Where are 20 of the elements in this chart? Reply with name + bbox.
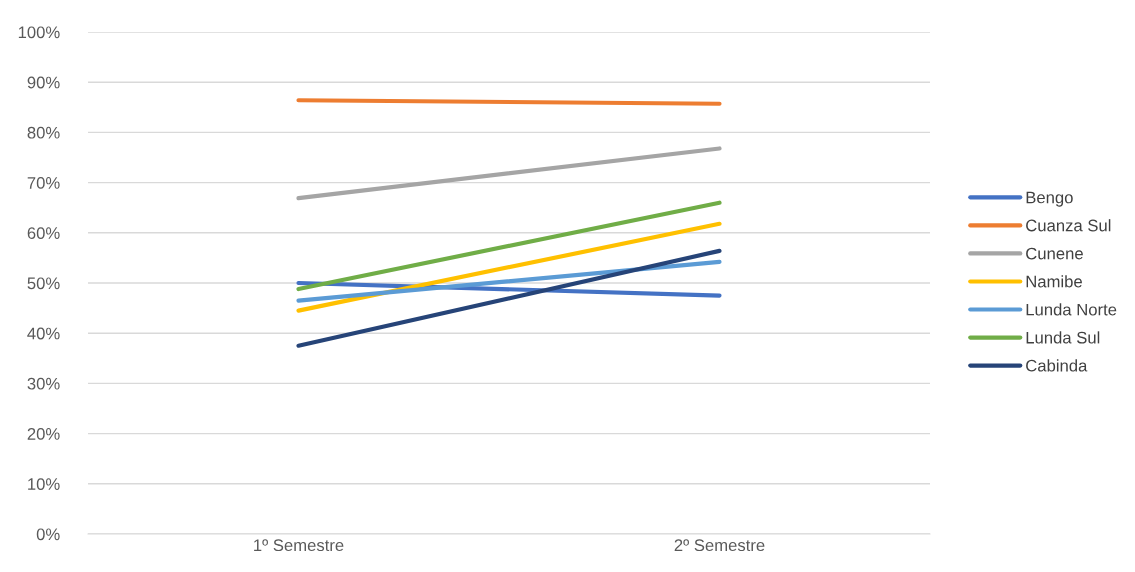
legend-label: Cunene: [1026, 247, 1083, 260]
y-tick-label: 20%: [27, 428, 60, 440]
y-tick-label: 50%: [27, 277, 60, 290]
y-tick-label: 0%: [36, 528, 60, 541]
y-tick-label: 10%: [28, 478, 60, 490]
legend-label: Cabinda: [1026, 359, 1088, 372]
legend-label: Bengo: [1026, 191, 1073, 207]
legend-label: Lunda Sul: [1026, 331, 1100, 344]
legend-label: Namibe: [1026, 275, 1082, 288]
y-tick-label: 60%: [27, 227, 60, 239]
legend-label: Cuanza Sul: [1026, 219, 1111, 232]
y-tick-label: 40%: [27, 327, 60, 340]
y-tick-label: 70%: [27, 177, 60, 189]
y-tick-label: 30%: [27, 377, 60, 390]
x-tick-label: 1º Semestre: [254, 539, 344, 552]
y-tick-label: 80%: [27, 126, 60, 139]
y-tick-label: 90%: [27, 76, 60, 89]
legend-label: Lunda Norte: [1026, 303, 1117, 316]
x-tick-label: 2º Semestre: [674, 539, 765, 552]
y-tick-label: 100%: [18, 26, 60, 39]
